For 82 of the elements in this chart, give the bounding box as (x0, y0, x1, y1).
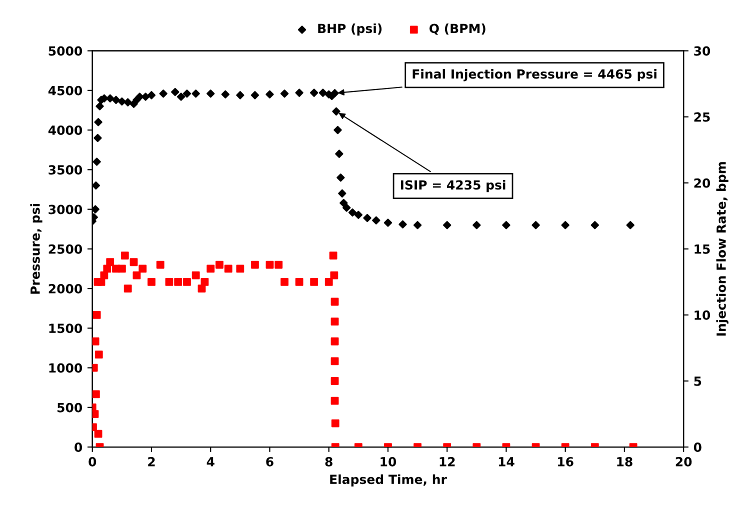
point (626, 221, 634, 230)
y2-tick-label: 10 (694, 310, 710, 320)
point (159, 89, 168, 98)
point (182, 89, 192, 98)
point (342, 204, 351, 212)
point (335, 150, 344, 158)
y-tick-label: 4000 (48, 126, 82, 135)
point (384, 218, 392, 227)
point (334, 126, 342, 134)
x-axis-title: Elapsed Time, hr (330, 474, 447, 487)
y2-tick-label: 5 (694, 376, 702, 386)
point (330, 89, 339, 98)
legend-label: BHP (psi) (318, 23, 382, 36)
point (532, 221, 540, 230)
point (192, 89, 200, 98)
x-tick-label: 10 (380, 456, 396, 466)
y2-tick-label: 20 (694, 178, 710, 188)
y2-tick-label: 25 (694, 112, 710, 122)
point (590, 221, 599, 230)
point (318, 88, 328, 97)
y-tick-label: 2500 (48, 244, 82, 254)
point (338, 189, 346, 198)
y-tick-label: 1000 (49, 363, 82, 373)
point (171, 88, 180, 96)
y2-tick-label: 30 (694, 46, 710, 56)
point (310, 88, 318, 97)
point (124, 98, 132, 106)
x-tick-label: 16 (558, 456, 574, 466)
point (413, 221, 422, 230)
x-tick-label: 6 (266, 456, 274, 466)
point (363, 214, 372, 222)
point (92, 205, 100, 214)
y-tick-label: 3000 (48, 204, 82, 214)
point (106, 94, 114, 102)
y-tick-label: 5000 (48, 46, 82, 56)
point (442, 221, 452, 230)
point (372, 216, 380, 224)
x-tick-label: 18 (617, 456, 632, 466)
y-tick-label: 0 (74, 442, 82, 452)
point (94, 118, 102, 126)
point (112, 96, 120, 104)
x-tick-label: 4 (206, 457, 214, 466)
point (354, 210, 363, 219)
y-tick-label: 4500 (48, 86, 82, 96)
point (176, 92, 186, 101)
point (96, 102, 104, 110)
x-tick-label: 20 (676, 456, 692, 466)
annotation: Final Injection Pressure = 4465 psi (412, 69, 656, 82)
point (295, 88, 304, 97)
point (398, 220, 407, 228)
x-tick-label: 0 (88, 456, 96, 466)
x-tick-label: 14 (498, 457, 514, 466)
point (266, 90, 274, 98)
point (348, 208, 357, 217)
point (236, 91, 244, 100)
point (92, 181, 100, 190)
x-tick-label: 8 (325, 456, 332, 466)
y-axis-title: Pressure, psi (30, 204, 42, 294)
x-tick-label: 2 (148, 456, 155, 466)
point (250, 91, 260, 100)
point (206, 89, 215, 98)
point (147, 91, 156, 100)
point (280, 89, 289, 98)
y-tick-label: 3500 (48, 165, 82, 175)
point (92, 158, 101, 166)
y-tick-label: 500 (58, 402, 82, 412)
point (336, 174, 345, 182)
y2-tick-label: 0 (694, 442, 702, 452)
point (94, 134, 102, 142)
y-tick-label: 1500 (49, 324, 82, 334)
point (502, 221, 510, 230)
point (561, 221, 570, 230)
legend-label: Q (BPM) (430, 24, 486, 35)
point (221, 90, 230, 98)
point (340, 198, 348, 208)
y2-axis-title: Injection Flow Rate, bpm (716, 162, 728, 336)
y2-tick-label: 15 (694, 244, 710, 254)
annotation: ISIP = 4235 psi (400, 180, 506, 192)
x-tick-label: 12 (440, 456, 455, 466)
point (332, 107, 340, 116)
y-tick-label: 2000 (48, 284, 82, 294)
point (472, 221, 481, 230)
